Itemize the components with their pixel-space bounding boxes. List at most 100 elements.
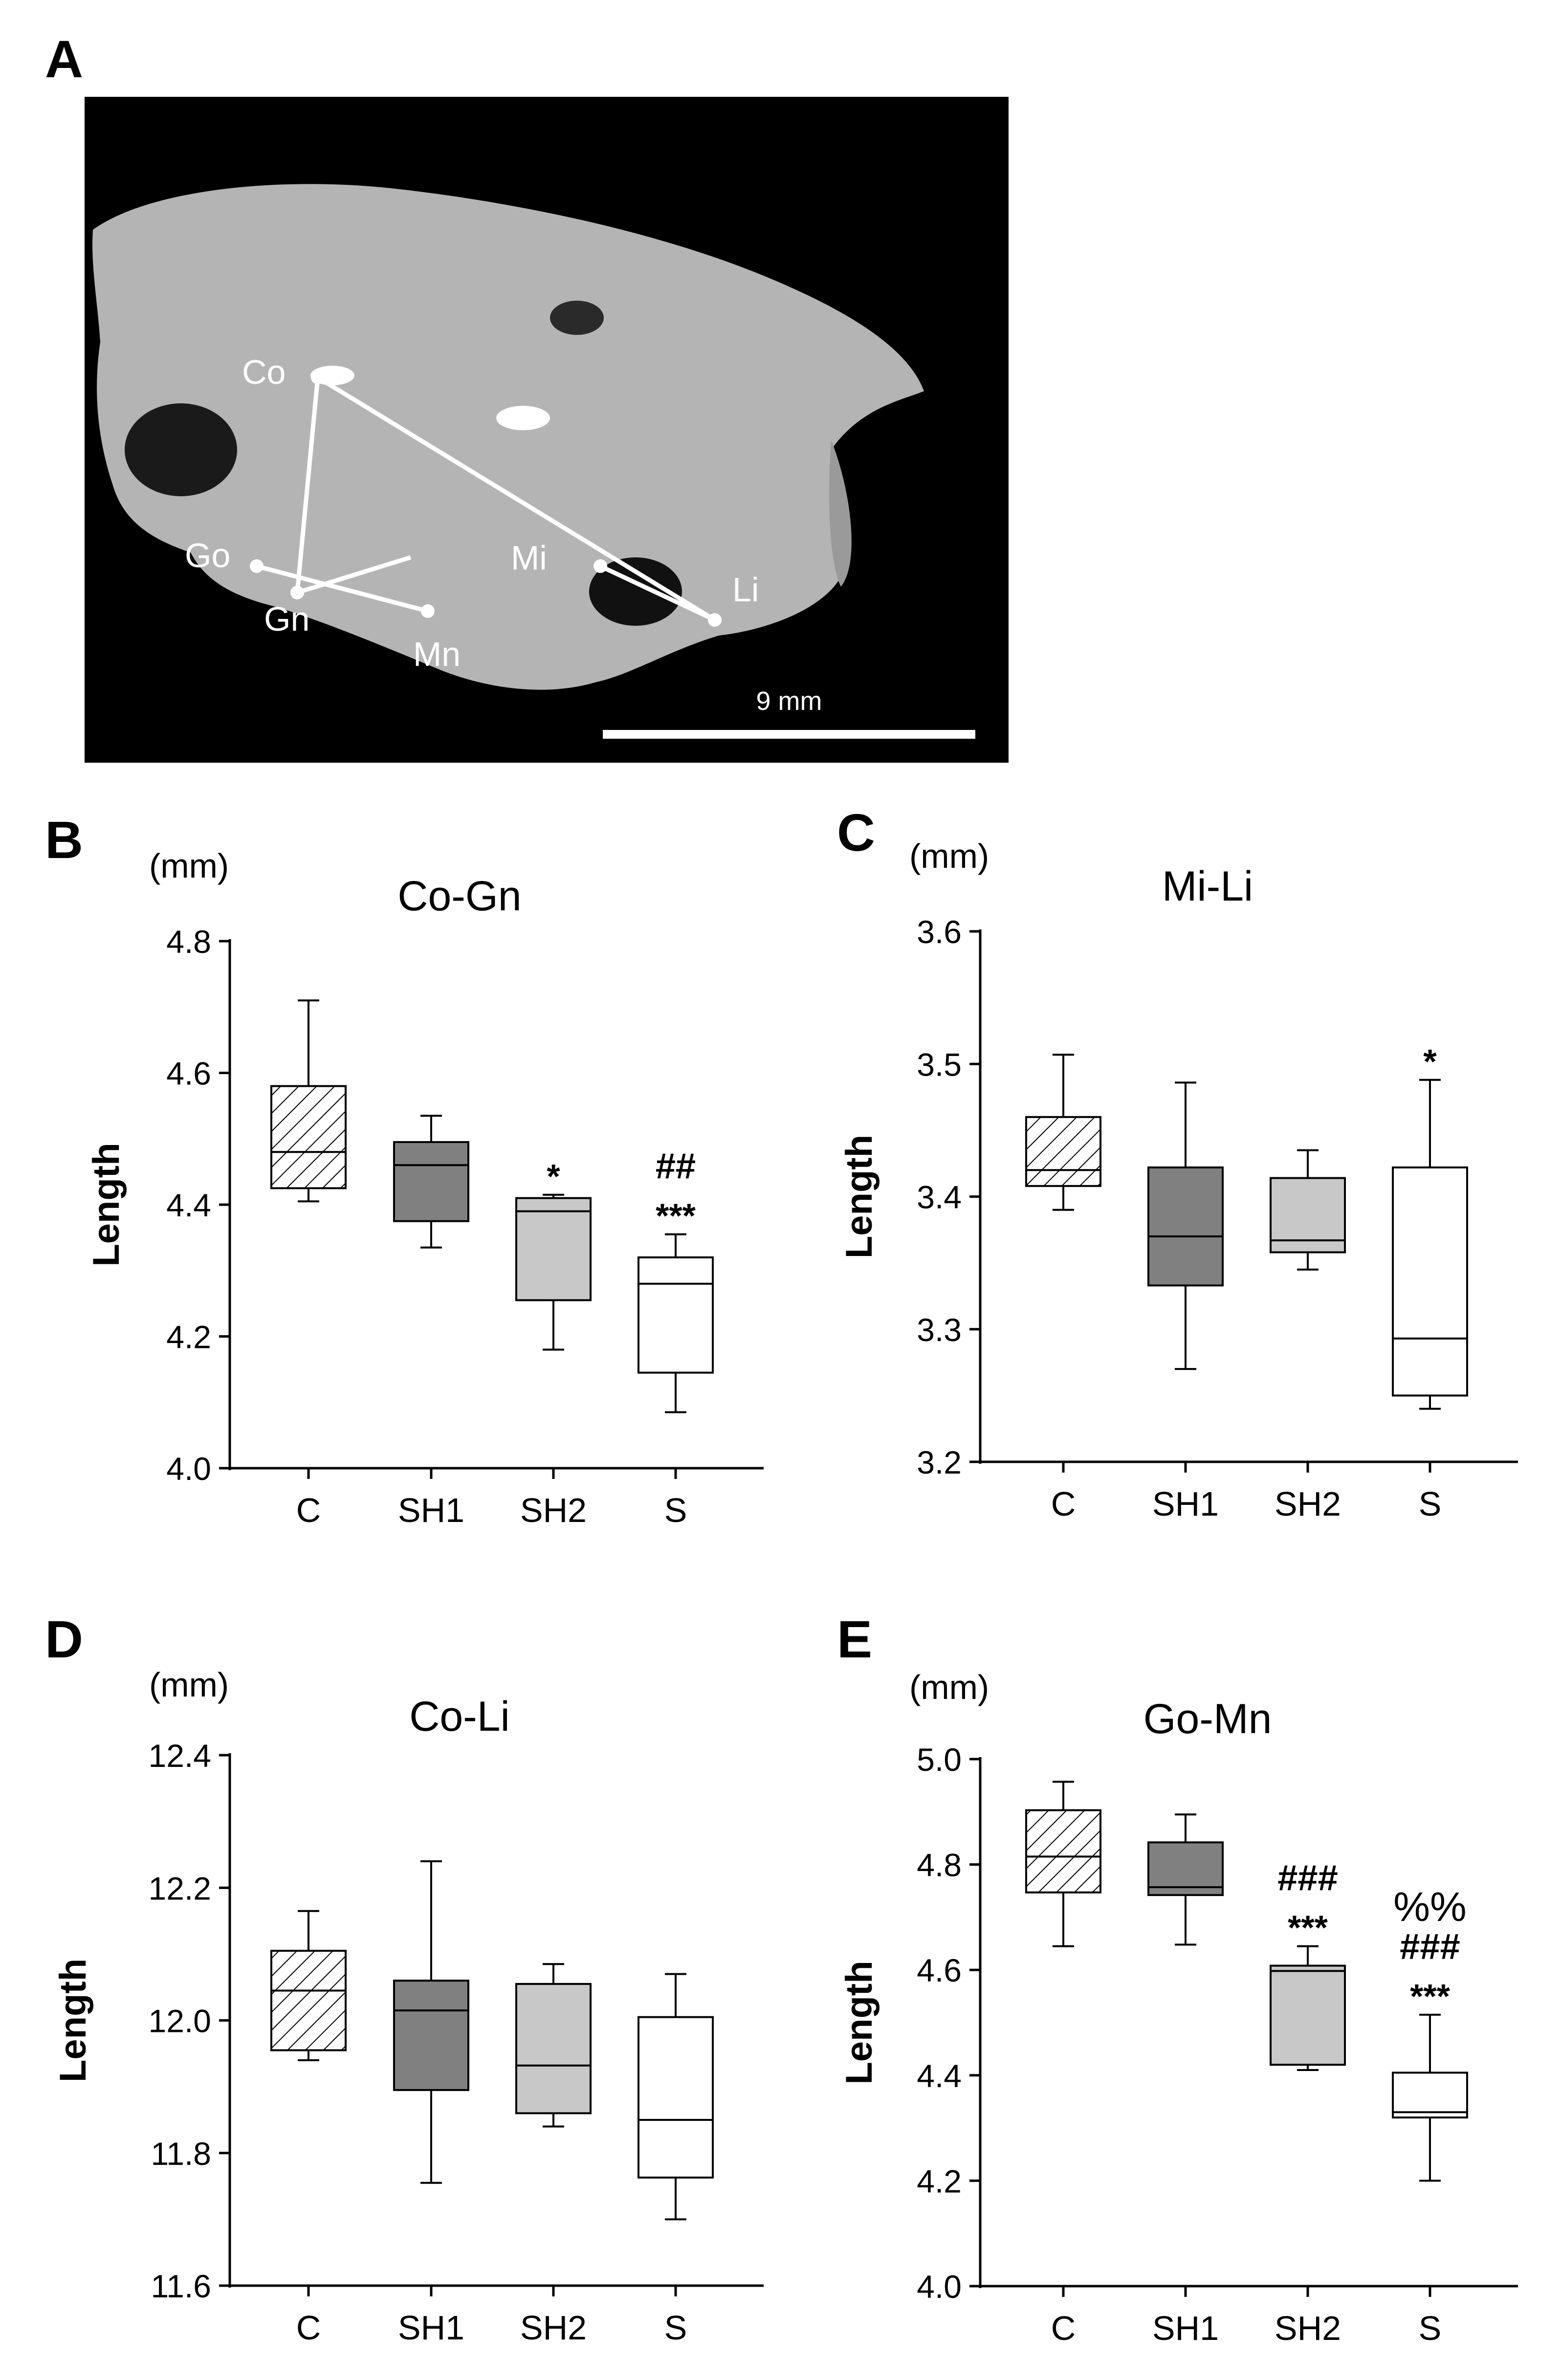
measurement-lines — [256, 375, 716, 622]
landmark-label-go: Go — [185, 536, 230, 574]
significance-annotation: ### — [1277, 1858, 1338, 1898]
point-co — [311, 371, 325, 384]
line-co-li — [316, 375, 716, 622]
box-c — [1025, 1054, 1101, 1211]
significance-annotation: ### — [1400, 1926, 1460, 1967]
y-tick-label: 5.0 — [917, 1741, 962, 1778]
significance-annotation: *** — [656, 1197, 696, 1235]
y-axis-title: Length — [52, 1959, 94, 2082]
landmark-label-mi: Mi — [511, 539, 547, 577]
significance-annotation: *** — [1288, 1909, 1328, 1947]
landmark-label-li: Li — [732, 571, 759, 609]
box-s: ## *** — [638, 1146, 714, 1413]
y-tick-label: 4.0 — [166, 1451, 211, 1487]
box-iqr — [638, 1256, 714, 1374]
y-unit-label: (mm) — [149, 847, 229, 885]
line-gn-ramus — [296, 555, 412, 595]
box-iqr — [270, 1085, 347, 1190]
box-s: * — [1392, 1042, 1468, 1410]
chart-title: Co-Gn — [397, 873, 521, 920]
box-iqr — [393, 1141, 469, 1222]
y-tick-label: 12.2 — [149, 1870, 211, 1906]
significance-annotation: ## — [656, 1146, 696, 1187]
x-tick-label: SH1 — [398, 1491, 464, 1529]
x-tick-label: SH1 — [398, 2309, 464, 2347]
y-unit-label: (mm) — [909, 837, 989, 875]
y-tick-label: 3.6 — [917, 914, 962, 950]
line-go-mn — [256, 564, 429, 614]
box-sh2: * — [515, 1157, 592, 1351]
y-tick-label: 4.8 — [917, 1847, 962, 1883]
scale-bar-label: 9 mm — [756, 686, 822, 716]
mandible-notch-shadow — [589, 557, 682, 626]
box-sh1 — [1147, 1813, 1224, 1946]
x-tick-label: S — [1419, 1485, 1442, 1523]
chart-title: Mi-Li — [1162, 863, 1253, 910]
y-unit-label: (mm) — [909, 1668, 989, 1706]
box-sh2 — [515, 1963, 592, 2128]
box-plots: Co-Gn (mm) Length 4.0 4.2 4.4 4.6 4.8 C SH1 SH2 S * #… — [52, 837, 1518, 2347]
x-tick-label: C — [1051, 2309, 1076, 2347]
y-axis-title: Length — [86, 1143, 127, 1266]
box-c — [270, 1910, 347, 2061]
x-tick-label: C — [1051, 1485, 1076, 1523]
chart-e: Go-Mn (mm) Length 4.0 4.2 4.4 4.6 4.8 5.0 C SH1 SH2… — [838, 1668, 1518, 2347]
panel-label-a: A — [45, 29, 83, 88]
x-tick-label: SH1 — [1152, 2309, 1219, 2347]
y-tick-label: 11.6 — [151, 2268, 211, 2304]
ear-canal-shadow — [125, 403, 237, 496]
box-s: %%### *** — [1392, 1884, 1468, 2182]
box-iqr — [1392, 2071, 1468, 2119]
point-gn — [290, 586, 304, 599]
chart-b: Co-Gn (mm) Length 4.0 4.2 4.4 4.6 4.8 C SH1 SH2 S * #… — [86, 847, 764, 1529]
x-tick-label: SH1 — [1152, 1485, 1219, 1523]
incisor-shape — [829, 440, 852, 587]
box-iqr — [1392, 1166, 1468, 1397]
landmark-label-co: Co — [242, 353, 286, 391]
point-go — [250, 559, 264, 573]
box-iqr — [270, 1950, 347, 2051]
box-sh2: ### *** — [1270, 1858, 1346, 2071]
chart-c: Mi-Li (mm) Length 3.2 3.3 3.4 3.5 3.6 C SH1 SH2 S * — [838, 837, 1518, 1523]
chart-d: Co-Li (mm) Length 11.6 11.8 12.0 12.2 12.4 C SH1 S… — [52, 1666, 764, 2347]
line-mi-li — [599, 564, 716, 622]
y-tick-label: 4.4 — [166, 1187, 211, 1223]
box-iqr — [1025, 1116, 1101, 1187]
y-tick-label: 3.5 — [917, 1046, 962, 1082]
panel-label-b: B — [45, 810, 83, 869]
box-iqr — [515, 1197, 592, 1301]
panel-label-c: C — [837, 803, 875, 862]
x-tick-label: SH2 — [1275, 1485, 1341, 1523]
significance-annotation: %% — [1393, 1884, 1466, 1930]
significance-annotation: * — [547, 1157, 560, 1195]
y-tick-label: 4.2 — [917, 2163, 962, 2199]
y-unit-label: (mm) — [149, 1666, 229, 1704]
x-tick-label: C — [296, 2309, 321, 2347]
y-tick-label: 11.8 — [151, 2136, 211, 2172]
panel-label-d: D — [45, 1609, 83, 1669]
y-axis-title: Length — [838, 1135, 880, 1258]
y-tick-label: 4.0 — [917, 2269, 962, 2305]
box-sh1 — [1147, 1081, 1224, 1370]
y-tick-label: 4.2 — [166, 1319, 211, 1355]
y-tick-label: 12.4 — [149, 1738, 211, 1774]
y-tick-label: 3.4 — [917, 1179, 962, 1215]
landmark-points — [250, 371, 722, 627]
orbit-shadow — [550, 301, 604, 335]
panel-label-e: E — [837, 1609, 872, 1669]
y-tick-label: 3.2 — [917, 1444, 962, 1480]
box-iqr — [1025, 1809, 1101, 1894]
x-tick-label: SH2 — [520, 2309, 587, 2347]
y-tick-label: 12.0 — [149, 2003, 211, 2039]
box-iqr — [1270, 1964, 1346, 2066]
x-tick-label: S — [664, 2309, 687, 2347]
y-tick-label: 4.6 — [917, 1952, 962, 1988]
skull-photo: Co Go Gn Mn Mi Li 9 mm — [85, 97, 1009, 763]
x-tick-label: S — [1419, 2309, 1442, 2347]
y-tick-label: 4.6 — [166, 1056, 211, 1092]
x-tick-label: C — [296, 1491, 321, 1529]
y-tick-label: 4.8 — [166, 924, 211, 960]
box-s — [638, 1973, 714, 2221]
y-axis-title: Length — [838, 1961, 880, 2084]
chart-title: Co-Li — [409, 1693, 510, 1740]
